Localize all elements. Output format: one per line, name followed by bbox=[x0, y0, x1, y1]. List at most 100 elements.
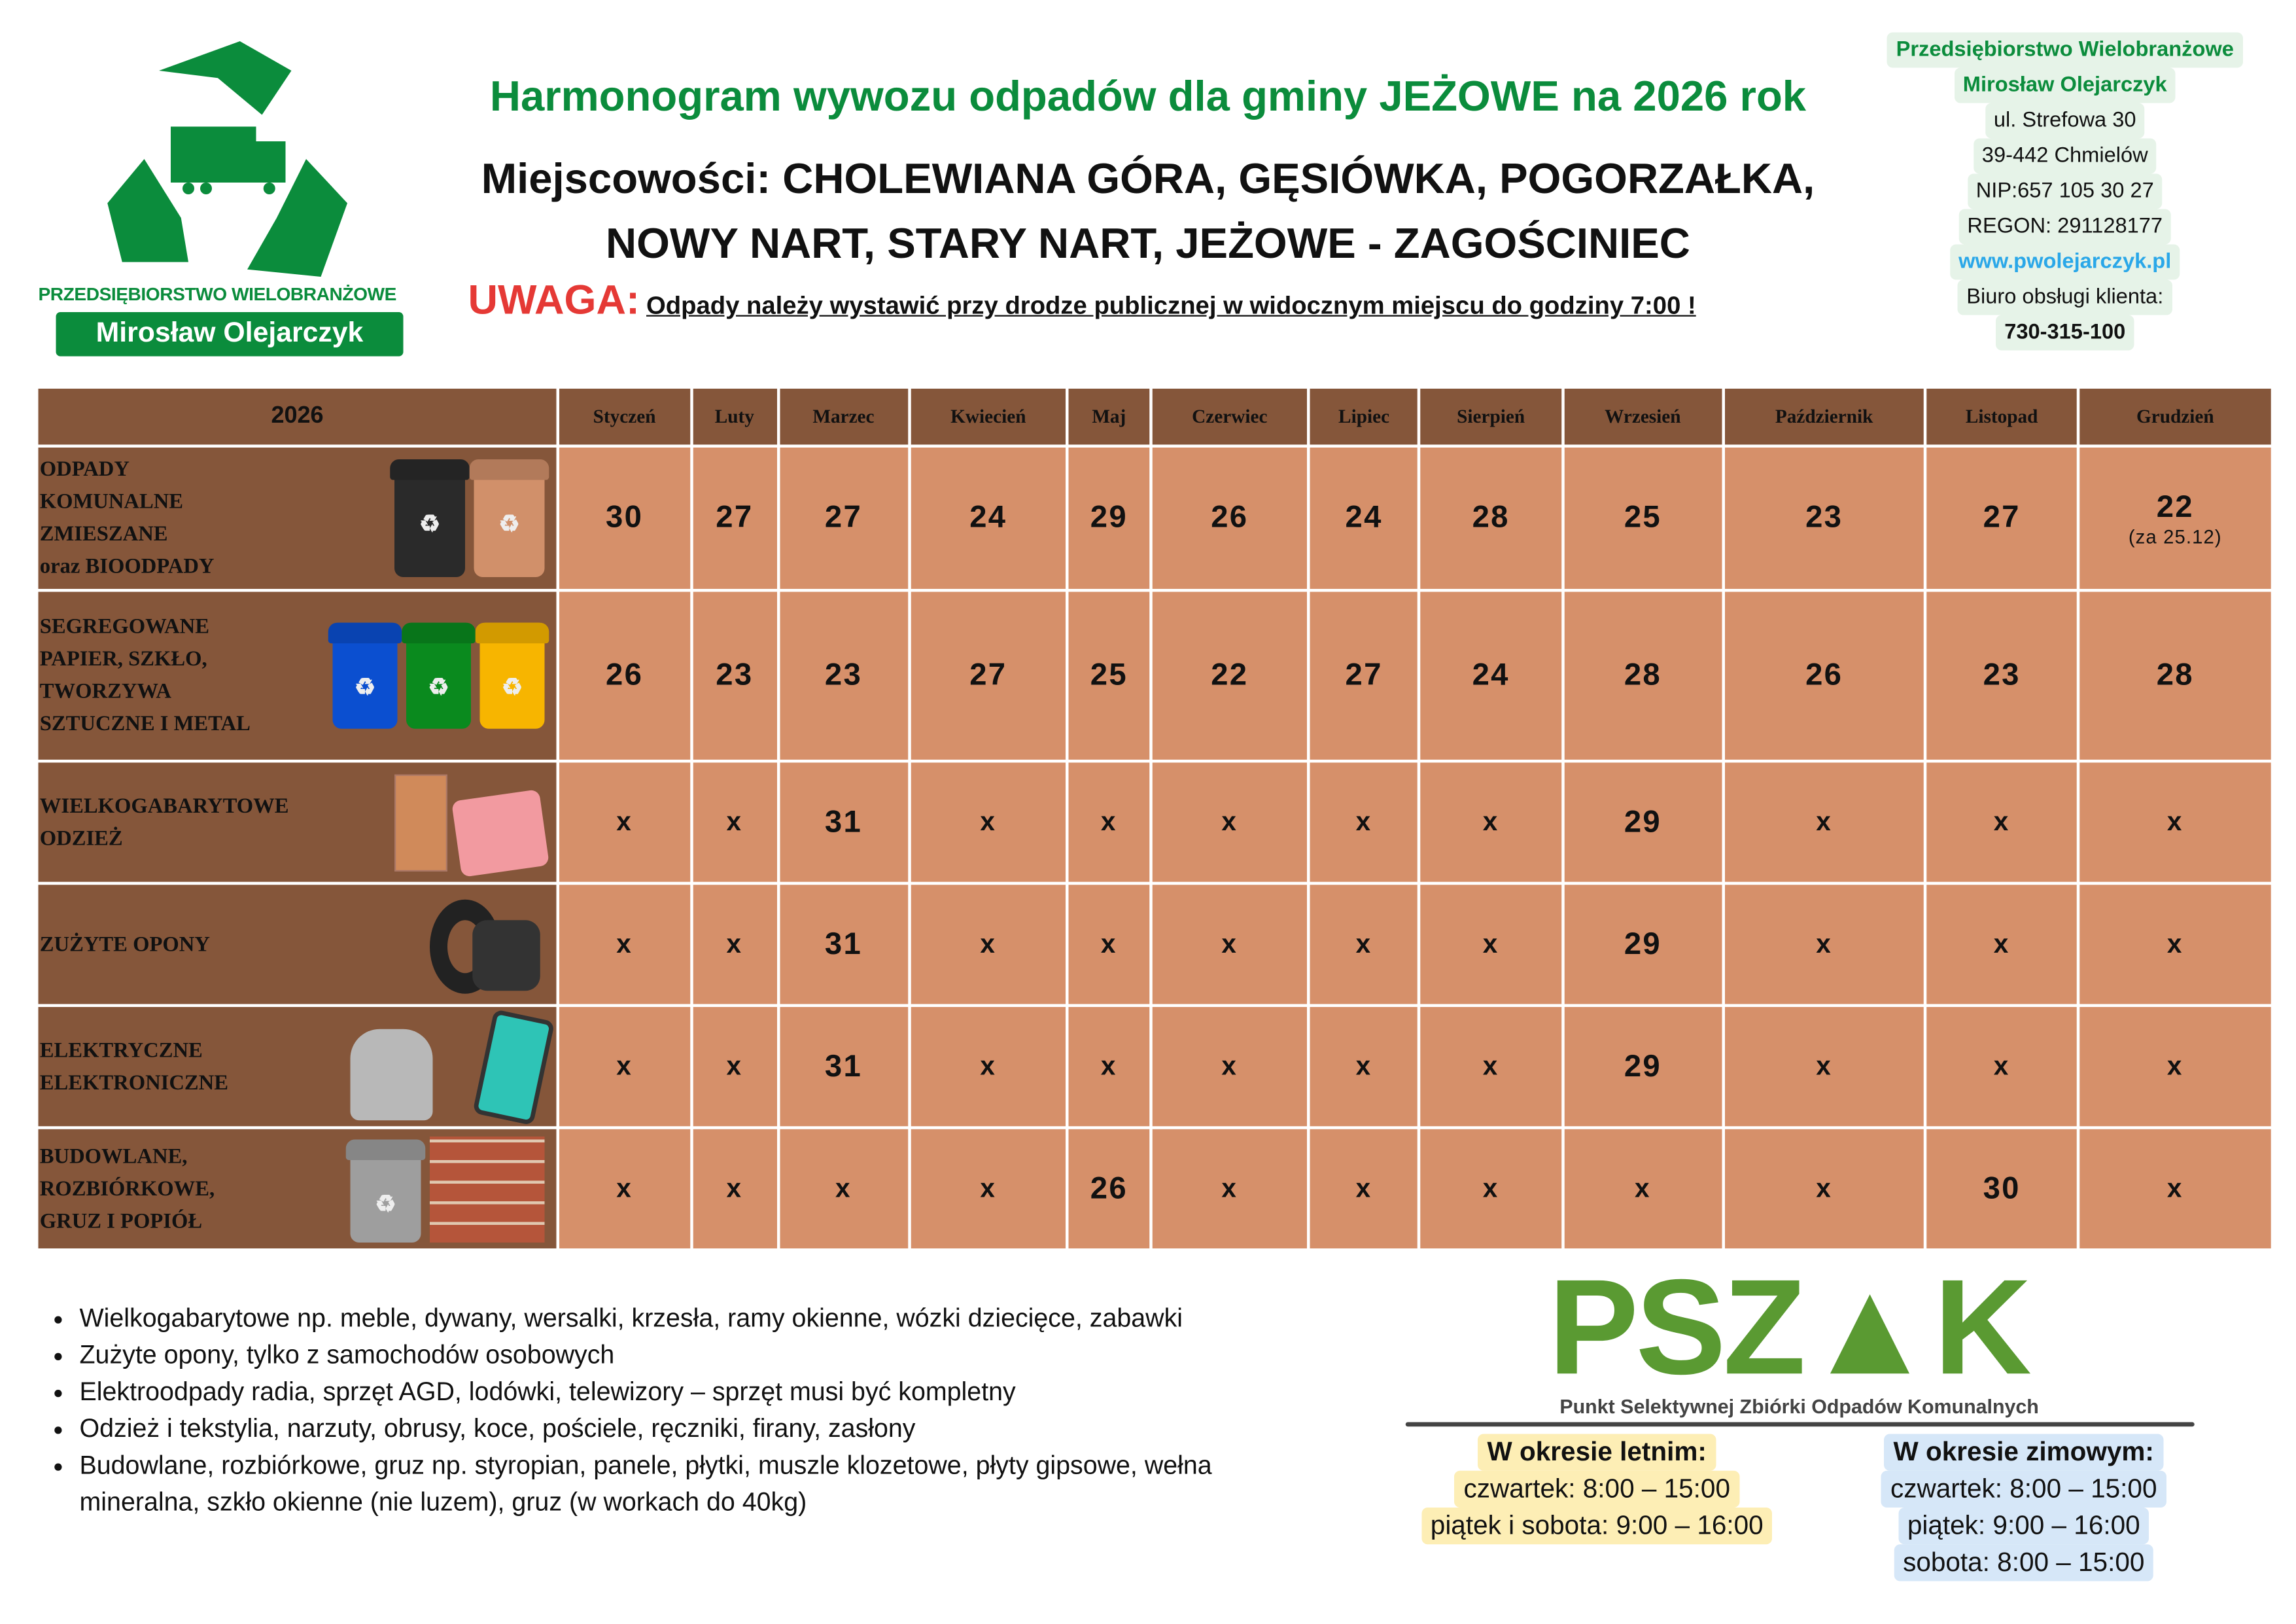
month-header: Listopad bbox=[1926, 389, 2077, 445]
date-cell: x bbox=[910, 762, 1066, 882]
date-cell: 26 bbox=[1151, 448, 1308, 589]
waste-type-line: ODZIEŻ bbox=[39, 826, 123, 851]
date-value: 23 bbox=[1983, 658, 2021, 692]
date-cell: x bbox=[1724, 885, 1924, 1004]
date-cell: 25 bbox=[1069, 591, 1149, 760]
company-nip: NIP:657 105 30 27 bbox=[1967, 173, 2163, 209]
date-value: 29 bbox=[1624, 1049, 1661, 1083]
date-value: x bbox=[1993, 928, 2010, 959]
date-cell: 27 bbox=[910, 591, 1066, 760]
date-cell: x bbox=[1310, 1007, 1418, 1127]
date-value: x bbox=[1816, 1051, 1833, 1081]
waste-type-label: ♻ ♻ ODPADY KOMUNALNE ZMIESZANE oraz BIOODPADY bbox=[38, 448, 557, 589]
waste-type-label: ZUŻYTE OPONY bbox=[38, 885, 557, 1004]
waste-type-line: ROZBIÓRKOWE, bbox=[39, 1176, 215, 1201]
waste-type-line: BUDOWLANE, bbox=[39, 1144, 188, 1169]
company-phone: 730-315-100 bbox=[1995, 315, 2134, 351]
date-value: x bbox=[726, 928, 743, 959]
date-cell: 29 bbox=[1564, 1007, 1722, 1127]
date-value: x bbox=[1355, 928, 1372, 959]
date-value: x bbox=[980, 807, 997, 836]
date-value: x bbox=[2166, 807, 2183, 836]
date-cell: x bbox=[1069, 762, 1149, 882]
date-value: 26 bbox=[606, 658, 644, 692]
table-row: ELEKTRYCZNE ELEKTRONICZNE x x 31 x x x x x 29 x x x bbox=[38, 1007, 2271, 1127]
date-cell: x bbox=[910, 1007, 1066, 1127]
date-cell: 30 bbox=[1926, 1129, 2077, 1248]
company-website-link[interactable]: www.pwolejarczyk.pl bbox=[1949, 244, 2180, 280]
date-value: 31 bbox=[824, 804, 862, 839]
month-header: Grudzień bbox=[2079, 389, 2271, 445]
date-value: x bbox=[1221, 928, 1238, 959]
date-value: x bbox=[1993, 1051, 2010, 1081]
table-row: ZUŻYTE OPONY x x 31 x x x x x 29 x x x bbox=[38, 885, 2271, 1004]
date-cell: 26 bbox=[1724, 591, 1924, 760]
date-cell: 29 bbox=[1564, 885, 1722, 1004]
date-value: 27 bbox=[716, 501, 754, 535]
table-row: ♻ BUDOWLANE, ROZBIÓRKOWE, GRUZ I POPIÓŁ x x x x… bbox=[38, 1129, 2271, 1248]
date-cell: x bbox=[1724, 1129, 1924, 1248]
date-cell: x bbox=[2079, 885, 2271, 1004]
date-cell: 29 bbox=[1564, 762, 1722, 882]
date-value: 31 bbox=[824, 1049, 862, 1083]
date-value: x bbox=[726, 807, 743, 836]
warning-text: Odpady należy wystawić przy drodze publi… bbox=[646, 291, 1696, 320]
date-value: 30 bbox=[606, 501, 644, 535]
notes-list: Wielkogabarytowe np. meble, dywany, wers… bbox=[44, 1300, 1331, 1521]
waste-type-line: ELEKTRONICZNE bbox=[39, 1070, 229, 1095]
date-cell: 28 bbox=[1420, 448, 1561, 589]
date-value: 26 bbox=[1090, 1171, 1128, 1205]
date-value: 27 bbox=[969, 658, 1007, 692]
date-cell: x bbox=[692, 885, 777, 1004]
date-cell: 22 (za 25.12) bbox=[2079, 448, 2271, 589]
date-cell: 31 bbox=[779, 885, 908, 1004]
date-value: x bbox=[1482, 928, 1499, 959]
logo-name: Mirosław Olejarczyk bbox=[56, 312, 404, 357]
date-cell: x bbox=[559, 885, 690, 1004]
date-cell: x bbox=[559, 1007, 690, 1127]
date-cell: 26 bbox=[559, 591, 690, 760]
date-value: x bbox=[1221, 1173, 1238, 1203]
date-cell: x bbox=[779, 1129, 908, 1248]
company-regon: REGON: 291128177 bbox=[1958, 209, 2172, 245]
places: Miejscowości: CHOLEWIANA GÓRA, GĘSIÓWKA,… bbox=[442, 147, 1854, 277]
date-value: x bbox=[835, 1173, 852, 1203]
month-header: Maj bbox=[1069, 389, 1149, 445]
date-value: x bbox=[616, 928, 633, 959]
date-value: x bbox=[1100, 928, 1117, 959]
waste-type-line: PAPIER, SZKŁO, bbox=[39, 648, 207, 671]
winter-line: czwartek: 8:00 – 15:00 bbox=[1881, 1470, 2166, 1508]
date-value: 29 bbox=[1624, 927, 1661, 961]
waste-type-line: ODPADY bbox=[39, 457, 130, 482]
date-value: x bbox=[1100, 1051, 1117, 1081]
note-item: Odzież i tekstylia, narzuty, obrusy, koc… bbox=[80, 1411, 1331, 1447]
date-cell: x bbox=[559, 762, 690, 882]
date-value: x bbox=[726, 1173, 743, 1203]
date-cell: x bbox=[1310, 762, 1418, 882]
company-street: ul. Strefowa 30 bbox=[1985, 103, 2146, 139]
date-value: 28 bbox=[1472, 501, 1510, 535]
date-value: 28 bbox=[2156, 658, 2194, 692]
table-header-row: 2026 Styczeń Luty Marzec Kwiecień Maj Cz… bbox=[38, 389, 2271, 445]
date-cell: 23 bbox=[779, 591, 908, 760]
date-value: x bbox=[2166, 928, 2183, 959]
waste-type-label: ELEKTRYCZNE ELEKTRONICZNE bbox=[38, 1007, 557, 1127]
places-line-1: Miejscowości: CHOLEWIANA GÓRA, GĘSIÓWKA,… bbox=[481, 156, 1815, 203]
company-line1: Przedsiębiorstwo Wielobranżowe bbox=[1887, 32, 2243, 68]
tires-icon bbox=[421, 893, 545, 997]
date-cell: x bbox=[2079, 1129, 2271, 1248]
date-cell: x bbox=[1724, 762, 1924, 882]
date-cell: x bbox=[692, 1007, 777, 1127]
month-header: Styczeń bbox=[559, 389, 690, 445]
date-cell: x bbox=[1926, 1007, 2077, 1127]
month-header: Luty bbox=[692, 389, 777, 445]
date-cell: x bbox=[2079, 762, 2271, 882]
date-cell: 27 bbox=[779, 448, 908, 589]
year-header: 2026 bbox=[38, 389, 557, 445]
date-cell: 24 bbox=[1310, 448, 1418, 589]
note-item: Budowlane, rozbiórkowe, gruz np. styropi… bbox=[80, 1447, 1331, 1521]
warning: UWAGA: Odpady należy wystawić przy drodz… bbox=[468, 277, 1696, 324]
company-line2: Mirosław Olejarczyk bbox=[1954, 67, 2176, 103]
kettle-phone-icon bbox=[350, 1008, 555, 1125]
date-value: x bbox=[616, 807, 633, 836]
